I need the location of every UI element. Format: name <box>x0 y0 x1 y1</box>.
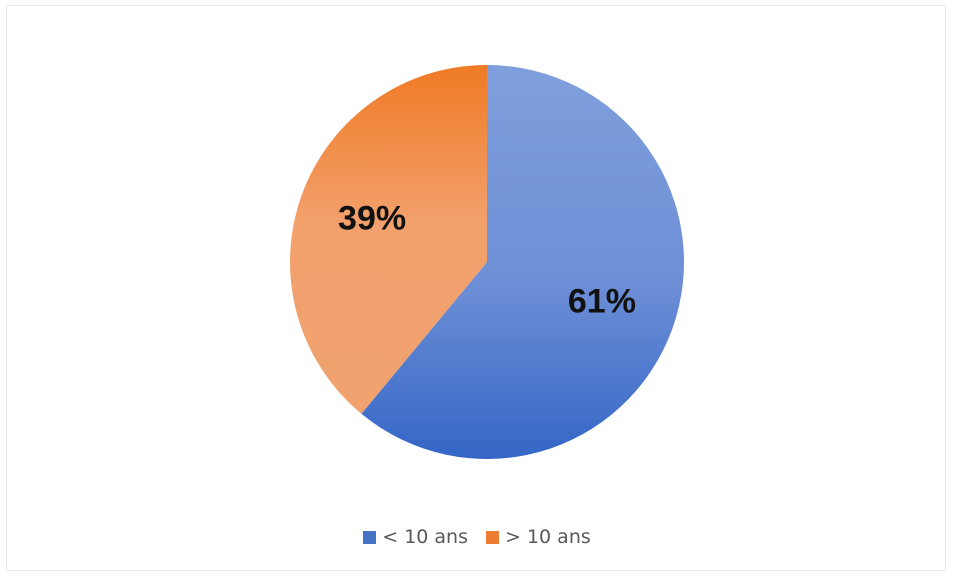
legend-label-over-10: > 10 ans <box>505 526 591 548</box>
data-label-over-10: 39% <box>338 200 406 238</box>
legend-item-under-10: < 10 ans <box>363 526 468 548</box>
legend-label-under-10: < 10 ans <box>382 526 468 548</box>
legend-swatch-over-10 <box>486 531 499 544</box>
data-label-under-10: 61% <box>568 282 636 320</box>
legend-item-over-10: > 10 ans <box>486 526 591 548</box>
pie-slices <box>290 65 684 459</box>
legend-swatch-under-10 <box>363 531 376 544</box>
legend: < 10 ans > 10 ans <box>0 526 954 548</box>
